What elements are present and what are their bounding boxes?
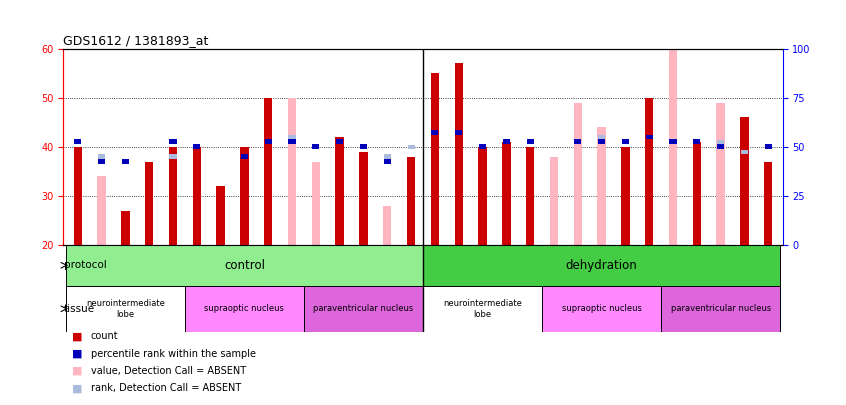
Bar [645, 134, 653, 139]
Text: paraventricular nucleus: paraventricular nucleus [671, 304, 771, 313]
Bar [240, 147, 249, 245]
Bar [98, 154, 105, 159]
Bar [312, 145, 320, 149]
Bar [431, 130, 438, 134]
Bar [717, 140, 724, 144]
Bar [407, 157, 415, 245]
Bar [598, 135, 605, 139]
Bar [526, 140, 534, 144]
Bar [597, 127, 606, 245]
Bar [431, 73, 439, 245]
Bar [217, 186, 225, 245]
Text: neurointermediate
lobe: neurointermediate lobe [86, 299, 165, 318]
Bar [550, 157, 558, 245]
Bar [336, 137, 343, 245]
Bar [764, 162, 772, 245]
Bar [645, 98, 653, 245]
Bar [360, 144, 367, 149]
Bar [717, 102, 725, 245]
Bar [542, 286, 661, 332]
Bar [408, 145, 415, 149]
Bar [574, 139, 581, 144]
Bar [383, 206, 392, 245]
Text: neurointermediate
lobe: neurointermediate lobe [443, 299, 522, 318]
Text: percentile rank within the sample: percentile rank within the sample [91, 349, 255, 358]
Bar [693, 142, 701, 245]
Bar [241, 154, 248, 159]
Bar [479, 144, 486, 149]
Bar [66, 286, 185, 332]
Bar [661, 286, 780, 332]
Bar [145, 162, 153, 245]
Bar [454, 63, 463, 245]
Text: ■: ■ [72, 349, 82, 358]
Bar [478, 162, 486, 245]
Bar [621, 147, 629, 245]
Bar [669, 139, 677, 144]
Bar [97, 176, 106, 245]
Bar [407, 157, 415, 245]
Bar [185, 286, 304, 332]
Bar [169, 147, 177, 245]
Bar [169, 154, 177, 159]
Bar [74, 147, 82, 245]
Bar [423, 286, 542, 332]
Bar [526, 139, 534, 144]
Bar [423, 245, 780, 286]
Bar [478, 147, 486, 245]
Bar [264, 102, 272, 245]
Bar [384, 154, 391, 159]
Bar [669, 9, 677, 245]
Bar [98, 159, 105, 164]
Bar [304, 286, 423, 332]
Text: ■: ■ [72, 366, 82, 376]
Bar [598, 139, 605, 144]
Bar [312, 144, 320, 149]
Bar [717, 144, 724, 149]
Bar [526, 147, 535, 245]
Text: value, Detection Call = ABSENT: value, Detection Call = ABSENT [91, 366, 245, 376]
Bar [169, 139, 177, 144]
Text: paraventricular nucleus: paraventricular nucleus [313, 304, 414, 313]
Bar [193, 147, 201, 245]
Text: ■: ■ [72, 331, 82, 341]
Bar [384, 159, 391, 164]
Text: count: count [91, 331, 118, 341]
Bar [74, 139, 81, 144]
Bar [740, 117, 749, 245]
Bar [169, 171, 177, 245]
Bar [360, 152, 368, 245]
Bar [265, 139, 272, 144]
Text: supraoptic nucleus: supraoptic nucleus [562, 304, 641, 313]
Bar [503, 142, 510, 245]
Bar [336, 139, 343, 144]
Text: protocol: protocol [64, 260, 107, 270]
Bar [574, 102, 582, 245]
Bar [311, 162, 320, 245]
Bar [193, 144, 201, 149]
Text: tissue: tissue [64, 304, 95, 314]
Bar [288, 139, 295, 144]
Bar [288, 98, 296, 245]
Text: dehydration: dehydration [566, 259, 637, 272]
Bar [622, 140, 629, 144]
Bar [693, 139, 700, 144]
Text: GDS1612 / 1381893_at: GDS1612 / 1381893_at [63, 34, 209, 47]
Bar [740, 171, 749, 245]
Bar [455, 130, 462, 134]
Text: rank, Detection Call = ABSENT: rank, Detection Call = ABSENT [91, 384, 241, 393]
Bar [741, 149, 748, 154]
Bar [622, 139, 629, 144]
Text: supraoptic nucleus: supraoptic nucleus [205, 304, 284, 313]
Bar [66, 245, 423, 286]
Bar [122, 159, 129, 164]
Bar [765, 144, 772, 149]
Bar [503, 139, 510, 144]
Text: ■: ■ [72, 384, 82, 393]
Bar [121, 211, 129, 245]
Bar [288, 135, 295, 139]
Bar [264, 98, 272, 245]
Text: control: control [224, 259, 265, 272]
